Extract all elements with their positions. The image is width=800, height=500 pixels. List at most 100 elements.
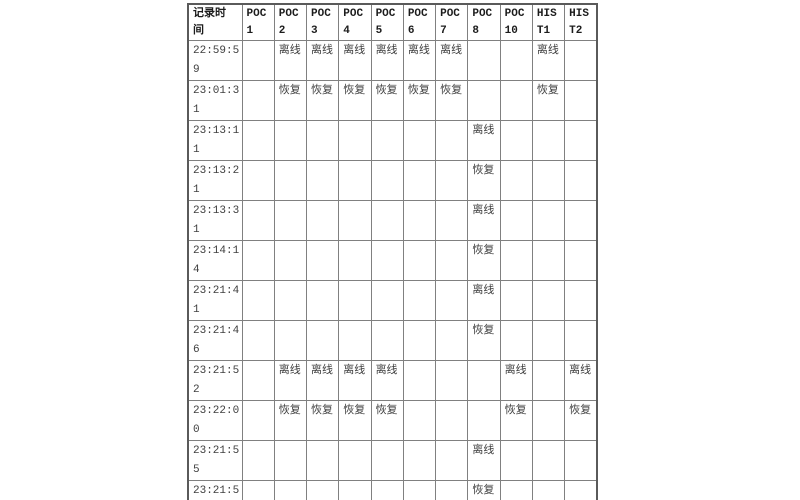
time-cell: 23:13:21 bbox=[187, 160, 243, 201]
status-cell-poc1 bbox=[241, 160, 275, 201]
status-cell-hist2 bbox=[564, 200, 598, 241]
status-cell-poc8: 恢复 bbox=[467, 160, 501, 201]
status-cell-poc10: 离线 bbox=[499, 360, 533, 401]
time-cell: 23:21:41 bbox=[187, 280, 243, 321]
status-cell-poc3 bbox=[306, 440, 340, 481]
status-cell-poc5: 离线 bbox=[370, 360, 404, 401]
column-header-label: POC 7 bbox=[440, 8, 460, 37]
status-cell-hist2: 恢复 bbox=[564, 400, 598, 441]
column-header-poc5: POC 5 bbox=[370, 3, 404, 41]
column-header-label: POC 2 bbox=[278, 8, 299, 37]
time-value: 23:22:00 bbox=[193, 405, 240, 436]
status-cell-poc8: 恢复 bbox=[467, 320, 501, 361]
column-header-poc3: POC 3 bbox=[306, 3, 340, 41]
status-cell-poc4 bbox=[338, 480, 372, 500]
status-cell-poc6 bbox=[402, 160, 437, 201]
status-cell-poc2 bbox=[273, 240, 308, 281]
status-log-table: 记录时间 POC 1 POC 2 POC 3 POC 4 POC 5 POC 6 POC 7 P… bbox=[187, 3, 598, 500]
status-cell-poc7: 恢复 bbox=[435, 80, 469, 121]
status-cell-poc3 bbox=[306, 120, 340, 161]
column-header-poc10: POC 10 bbox=[499, 3, 533, 41]
header-row: 记录时间 POC 1 POC 2 POC 3 POC 4 POC 5 POC 6 POC 7 P… bbox=[187, 3, 598, 41]
status-cell-poc3: 恢复 bbox=[306, 400, 340, 441]
table-row: 23:13:11 离线 bbox=[187, 120, 598, 161]
status-cell-poc8 bbox=[467, 400, 501, 441]
time-cell: 23:13:31 bbox=[187, 200, 243, 241]
status-cell-poc8: 离线 bbox=[467, 200, 501, 241]
time-cell: 23:21:46 bbox=[187, 320, 243, 361]
status-cell-hist2 bbox=[564, 160, 598, 201]
status-cell-poc5 bbox=[370, 320, 404, 361]
table-row: 23:13:21 恢复 bbox=[187, 160, 598, 201]
status-cell-poc1 bbox=[241, 120, 275, 161]
status-cell-poc8: 离线 bbox=[467, 440, 501, 481]
status-cell-poc4: 恢复 bbox=[338, 400, 372, 441]
status-cell-hist2: 离线 bbox=[564, 360, 598, 401]
status-cell-poc2 bbox=[273, 320, 308, 361]
column-header-poc4: POC 4 bbox=[338, 3, 372, 41]
status-cell-poc6 bbox=[402, 240, 437, 281]
status-cell-poc4 bbox=[338, 280, 372, 321]
time-value: 23:21:55 bbox=[193, 445, 240, 476]
status-cell-poc1 bbox=[241, 440, 275, 481]
status-cell-poc7 bbox=[435, 200, 469, 241]
status-cell-poc1 bbox=[241, 400, 275, 441]
status-cell-poc2: 恢复 bbox=[273, 400, 308, 441]
status-cell-poc10 bbox=[499, 160, 533, 201]
column-header-poc2: POC 2 bbox=[273, 3, 308, 41]
status-cell-hist1 bbox=[531, 240, 566, 281]
column-header-label: POC 1 bbox=[246, 8, 267, 37]
status-cell-poc1 bbox=[241, 40, 275, 81]
status-cell-poc10 bbox=[499, 440, 533, 481]
time-cell: 22:59:59 bbox=[187, 40, 243, 81]
status-cell-poc8: 离线 bbox=[467, 120, 501, 161]
time-value: 23:21:52 bbox=[193, 365, 240, 396]
status-cell-hist1 bbox=[531, 400, 566, 441]
status-cell-hist1 bbox=[531, 120, 566, 161]
column-header-label: HIS T1 bbox=[536, 8, 557, 37]
status-cell-poc7 bbox=[435, 440, 469, 481]
column-header-label: POC 10 bbox=[504, 8, 525, 37]
status-cell-poc10: 恢复 bbox=[499, 400, 533, 441]
table-row: 23:01:31 恢复 恢复 恢复 恢复 恢复 恢复 恢复 bbox=[187, 80, 598, 121]
status-cell-poc7 bbox=[435, 480, 469, 500]
status-cell-poc4: 离线 bbox=[338, 40, 372, 81]
status-cell-poc7 bbox=[435, 160, 469, 201]
status-cell-poc4 bbox=[338, 320, 372, 361]
status-cell-poc4: 离线 bbox=[338, 360, 372, 401]
status-cell-poc8: 离线 bbox=[467, 280, 501, 321]
status-cell-poc8 bbox=[467, 360, 501, 401]
table-row: 23:21:58 恢复 bbox=[187, 480, 598, 500]
status-cell-poc10 bbox=[499, 480, 533, 500]
status-cell-poc10 bbox=[499, 80, 533, 121]
status-cell-poc1 bbox=[241, 320, 275, 361]
status-cell-poc1 bbox=[241, 480, 275, 500]
table-row: 22:59:59 离线 离线 离线 离线 离线 离线 离线 bbox=[187, 40, 598, 81]
status-cell-poc4 bbox=[338, 200, 372, 241]
status-cell-poc5 bbox=[370, 240, 404, 281]
status-cell-hist1 bbox=[531, 200, 566, 241]
status-cell-hist1 bbox=[531, 440, 566, 481]
status-cell-poc2: 恢复 bbox=[273, 80, 308, 121]
time-value: 23:21:58 bbox=[193, 485, 240, 497]
status-cell-poc10 bbox=[499, 200, 533, 241]
time-value: 23:13:11 bbox=[193, 125, 240, 156]
time-value: 23:13:21 bbox=[193, 165, 240, 196]
status-cell-poc7 bbox=[435, 320, 469, 361]
column-header-label: HIS T2 bbox=[569, 8, 589, 37]
status-cell-poc3 bbox=[306, 320, 340, 361]
status-cell-poc3 bbox=[306, 240, 340, 281]
time-value: 23:21:46 bbox=[193, 325, 240, 356]
status-cell-poc3 bbox=[306, 480, 340, 500]
time-cell: 23:22:00 bbox=[187, 400, 243, 441]
status-cell-poc3: 离线 bbox=[306, 40, 340, 81]
status-cell-hist2 bbox=[564, 240, 598, 281]
status-cell-poc2 bbox=[273, 480, 308, 500]
status-cell-poc6 bbox=[402, 280, 437, 321]
status-cell-poc6 bbox=[402, 120, 437, 161]
status-cell-poc2 bbox=[273, 120, 308, 161]
status-cell-hist1 bbox=[531, 160, 566, 201]
status-cell-poc3 bbox=[306, 160, 340, 201]
status-cell-hist2 bbox=[564, 280, 598, 321]
column-header-poc7: POC 7 bbox=[435, 3, 469, 41]
